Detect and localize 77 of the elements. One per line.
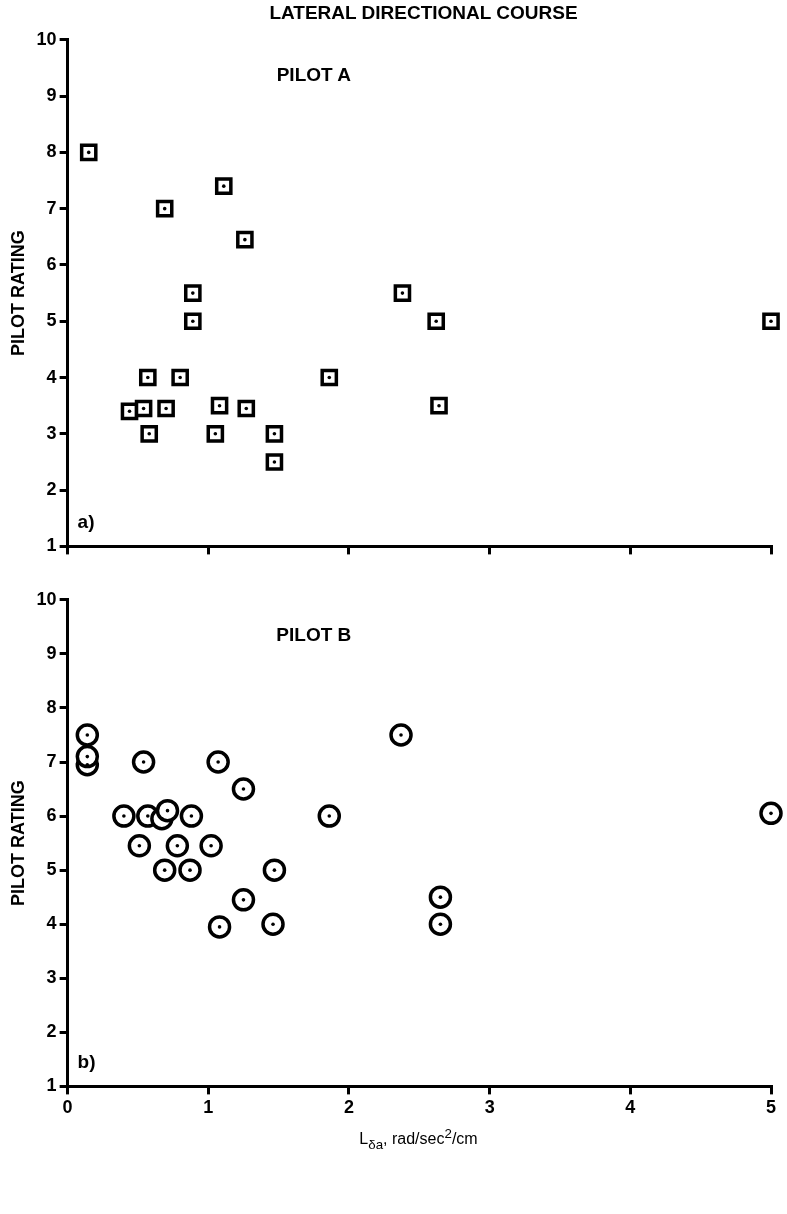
- point: [206, 425, 225, 443]
- point: [184, 312, 202, 331]
- y-tick-label: 1: [46, 535, 57, 556]
- point: [210, 396, 229, 415]
- y-tick-label: 9: [46, 642, 57, 663]
- y-tick-label: 7: [46, 197, 57, 218]
- point: [75, 723, 100, 747]
- point: [231, 777, 256, 801]
- y-tick-label: 2: [46, 1021, 57, 1042]
- point: [134, 399, 153, 418]
- point: [79, 143, 98, 162]
- point: [231, 888, 256, 912]
- y-tick-label: 8: [46, 141, 57, 162]
- y-tick-label: 7: [46, 750, 57, 771]
- point: [428, 912, 453, 936]
- point: [262, 858, 287, 882]
- point: [427, 312, 446, 331]
- x-tick-label: 5: [765, 1097, 777, 1118]
- x-tick-label: 1: [203, 1097, 214, 1118]
- point: [127, 834, 152, 858]
- y-axis-title: PILOT RATING: [7, 780, 28, 906]
- x-axis-title: L$_{δa}$, rad/sec$^{2}$/cm: [358, 1126, 479, 1152]
- point: [178, 858, 202, 882]
- point: [179, 804, 204, 828]
- text: PILOT B: [276, 624, 352, 646]
- chart-title: LATERAL DIRECTIONAL COURSE: [268, 1, 579, 25]
- point: [206, 750, 230, 774]
- point: [155, 199, 174, 218]
- point: [165, 834, 190, 858]
- y-tick-label: 9: [46, 85, 57, 106]
- y-axis-title: PILOT RATING: [7, 230, 28, 356]
- point: [155, 798, 180, 823]
- x-tick-label: 3: [484, 1097, 495, 1118]
- annotation: a): [77, 511, 95, 533]
- point: [131, 750, 156, 774]
- y-tick-label: 6: [46, 805, 57, 826]
- point: [430, 396, 448, 415]
- point: [112, 804, 136, 828]
- text: PILOT A: [276, 64, 352, 86]
- point: [265, 425, 284, 443]
- y-tick-label: 4: [46, 913, 57, 934]
- point: [207, 915, 232, 939]
- y-tick-label: 3: [46, 967, 57, 988]
- point: [237, 399, 256, 418]
- y-tick-label: 6: [46, 253, 57, 274]
- y-tick-label: 8: [46, 696, 57, 717]
- y-tick-label: 3: [46, 422, 57, 443]
- y-tick-label: 1: [46, 1075, 57, 1096]
- point: [759, 801, 783, 826]
- y-tick-label: 5: [46, 310, 57, 331]
- point: [428, 885, 453, 909]
- point: [75, 744, 100, 769]
- point: [138, 368, 157, 387]
- point: [261, 912, 285, 936]
- point: [184, 284, 202, 302]
- y-tick-label: 5: [46, 859, 57, 880]
- point: [762, 312, 780, 331]
- x-tick-label: 4: [625, 1097, 636, 1118]
- y-tick-label: 2: [46, 479, 57, 500]
- point: [389, 723, 413, 747]
- point: [214, 177, 233, 195]
- y-tick-label: 10: [36, 588, 57, 609]
- annotation: b): [77, 1051, 96, 1073]
- point: [393, 284, 412, 302]
- x-tick-label: 0: [62, 1097, 73, 1118]
- point: [236, 230, 254, 249]
- x-tick-label: 2: [343, 1097, 354, 1118]
- y-tick-label: 10: [36, 28, 57, 49]
- point: [140, 425, 159, 443]
- point: [171, 368, 189, 387]
- point: [152, 858, 177, 882]
- point: [199, 834, 223, 858]
- point: [157, 399, 175, 418]
- point: [265, 453, 284, 471]
- y-tick-label: 4: [46, 366, 57, 387]
- point: [320, 368, 339, 387]
- point: [317, 804, 342, 828]
